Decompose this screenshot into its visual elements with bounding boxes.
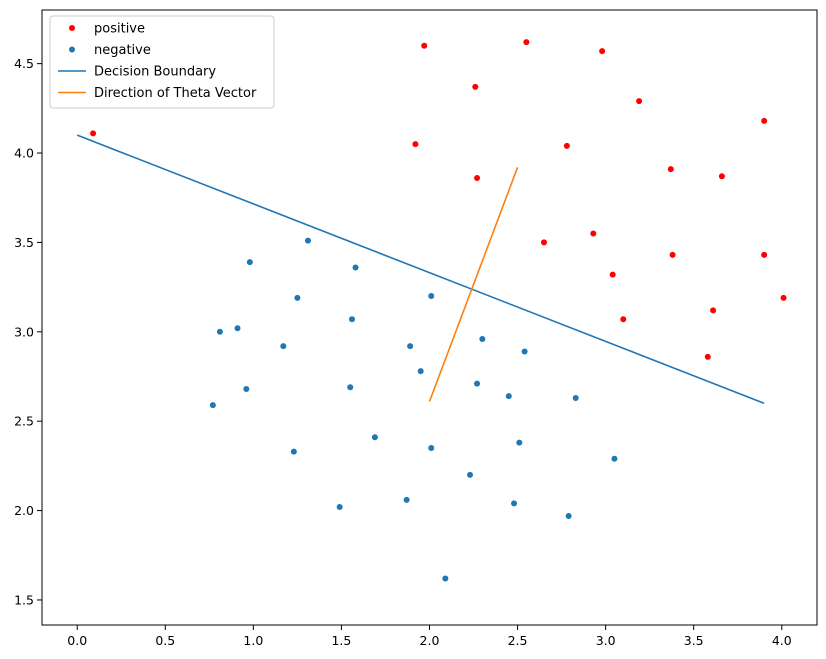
positive-point	[472, 83, 479, 90]
positive-point	[620, 316, 627, 323]
x-tick-label: 0.5	[155, 633, 175, 648]
negative-point	[347, 384, 354, 391]
positive-point	[90, 130, 97, 137]
legend-label-decision-boundary: Decision Boundary	[94, 65, 216, 80]
points-layer	[90, 39, 787, 582]
negative-point	[442, 575, 449, 582]
negative-point	[516, 439, 523, 446]
x-tick-label: 0.0	[67, 633, 87, 648]
negative-point	[505, 393, 512, 400]
y-tick-label: 3.5	[14, 235, 34, 250]
negative-point	[280, 343, 287, 350]
negative-point	[511, 500, 518, 507]
plot-area	[76, 39, 787, 582]
negative-point	[246, 259, 253, 266]
negative-point	[428, 293, 435, 300]
positive-point	[718, 173, 725, 180]
positive-point	[761, 117, 768, 124]
ticks-layer: 0.0 0.5 1.0 1.5 2.0 2.5 3.0 3.5 4.0 1.5 2.0 2.5 3.0 3…	[14, 56, 792, 648]
x-tick-label: 3.5	[684, 633, 704, 648]
legend-box	[49, 15, 275, 109]
x-tick-label: 3.0	[596, 633, 616, 648]
x-tick-label: 1.5	[331, 633, 351, 648]
negative-point	[479, 335, 486, 342]
negative-point	[349, 316, 355, 323]
y-tick-label: 2.0	[14, 503, 34, 518]
negative-point	[565, 512, 572, 519]
negative-point	[572, 394, 579, 401]
positive-point	[780, 294, 787, 301]
y-tick-label: 4.5	[14, 56, 34, 71]
positive-point	[710, 307, 717, 314]
legend-swatch-negative	[69, 46, 75, 53]
negative-point	[428, 445, 435, 452]
negative-point	[243, 386, 250, 393]
negative-point	[371, 434, 378, 441]
y-tick-label: 1.5	[14, 592, 34, 607]
x-tick-label: 4.0	[772, 633, 792, 648]
negative-point	[216, 328, 223, 335]
negative-point	[474, 380, 481, 387]
legend-swatch-positive	[69, 25, 75, 31]
y-tick-label: 2.5	[14, 414, 34, 429]
negative-point	[352, 264, 359, 271]
positive-point	[523, 39, 530, 46]
negative-point	[336, 504, 343, 511]
negative-point	[407, 343, 414, 350]
decision-boundary-line	[76, 134, 765, 405]
positive-point	[474, 175, 481, 182]
negative-point	[209, 402, 216, 409]
negative-point	[290, 448, 297, 455]
positive-point	[590, 230, 597, 237]
direction-of-theta-vector-line	[428, 167, 519, 402]
negative-point	[467, 471, 474, 478]
positive-point	[540, 239, 547, 246]
x-tick-label: 2.5	[508, 633, 528, 648]
x-tick-label: 2.0	[420, 633, 440, 648]
negative-point	[611, 455, 618, 462]
negative-point	[294, 294, 301, 301]
positive-point	[563, 142, 570, 149]
positive-point	[704, 353, 711, 360]
positive-point	[667, 166, 674, 173]
negative-point	[521, 348, 528, 355]
lines-layer	[76, 134, 765, 405]
negative-point	[304, 237, 311, 244]
x-tick-label: 1.0	[243, 633, 263, 648]
positive-point	[412, 141, 419, 148]
y-tick-label: 3.0	[14, 324, 34, 339]
legend: positive negative Decision Boundary Directi…	[49, 15, 275, 109]
legend-label-negative: negative	[94, 43, 151, 58]
negative-point	[234, 325, 241, 332]
positive-point	[599, 48, 606, 55]
y-tick-label: 4.0	[14, 146, 34, 161]
positive-point	[636, 98, 643, 105]
positive-point	[421, 42, 428, 49]
positive-point	[609, 271, 616, 278]
positive-point	[669, 251, 676, 258]
positive-point	[761, 251, 768, 258]
negative-point	[403, 496, 410, 503]
negative-point	[417, 368, 424, 375]
legend-label-direction-of-theta-vector: Direction of Theta Vector	[94, 86, 257, 101]
legend-label-positive: positive	[94, 22, 145, 37]
